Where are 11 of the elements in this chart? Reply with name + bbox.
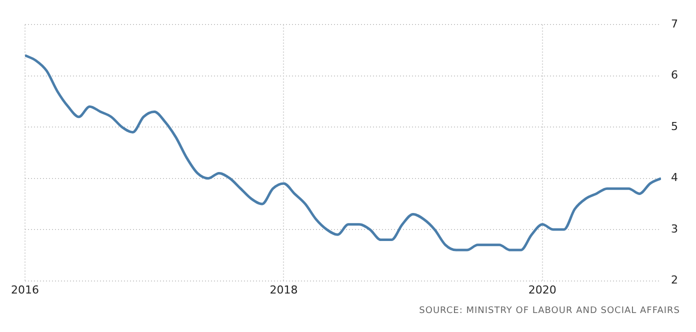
y-tick-label: 5 (671, 120, 678, 133)
x-tick-label: 2020 (528, 283, 556, 296)
y-tick-label: 7 (671, 17, 678, 30)
x-tick-label: 2018 (270, 283, 298, 296)
y-tick-label: 3 (671, 222, 678, 236)
y-tick-label: 2 (671, 274, 678, 287)
y-tick-label: 6 (671, 68, 678, 82)
line-series (24, 54, 661, 252)
y-tick-label: 4 (671, 171, 678, 184)
source-note: SOURCE: MINISTRY OF LABOUR AND SOCIAL AFFAIRS (418, 306, 681, 316)
x-tick-label: 2016 (10, 283, 39, 296)
